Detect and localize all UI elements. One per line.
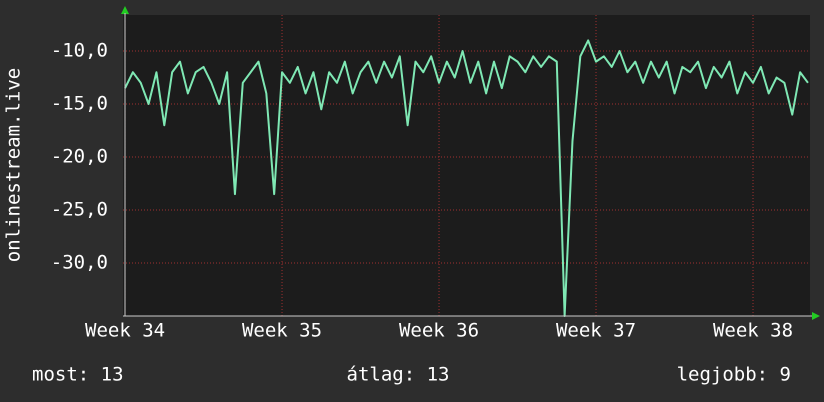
y-tick-label: -25,0	[51, 199, 108, 221]
summary-now: most: 13	[32, 364, 124, 386]
y-tick-label: -15,0	[51, 93, 108, 115]
x-tick-label: Week 38	[713, 320, 793, 342]
x-tick-label: Week 35	[242, 320, 322, 342]
summary-best: legjobb: 9	[677, 364, 791, 386]
y-tick-label: -30,0	[51, 252, 108, 274]
x-tick-label: Week 34	[85, 320, 165, 342]
x-tick-label: Week 36	[399, 320, 479, 342]
data-line	[124, 39, 809, 317]
y-tick-label: -20,0	[51, 146, 108, 168]
y-tick-label: -10,0	[51, 40, 108, 62]
x-tick-label: Week 37	[556, 320, 636, 342]
plot-area	[123, 15, 810, 316]
axis-arrow	[121, 6, 129, 14]
y-axis-title: onlinestream.live	[3, 68, 25, 262]
axis-arrow	[812, 312, 820, 320]
summary-average: átlag: 13	[347, 364, 450, 386]
